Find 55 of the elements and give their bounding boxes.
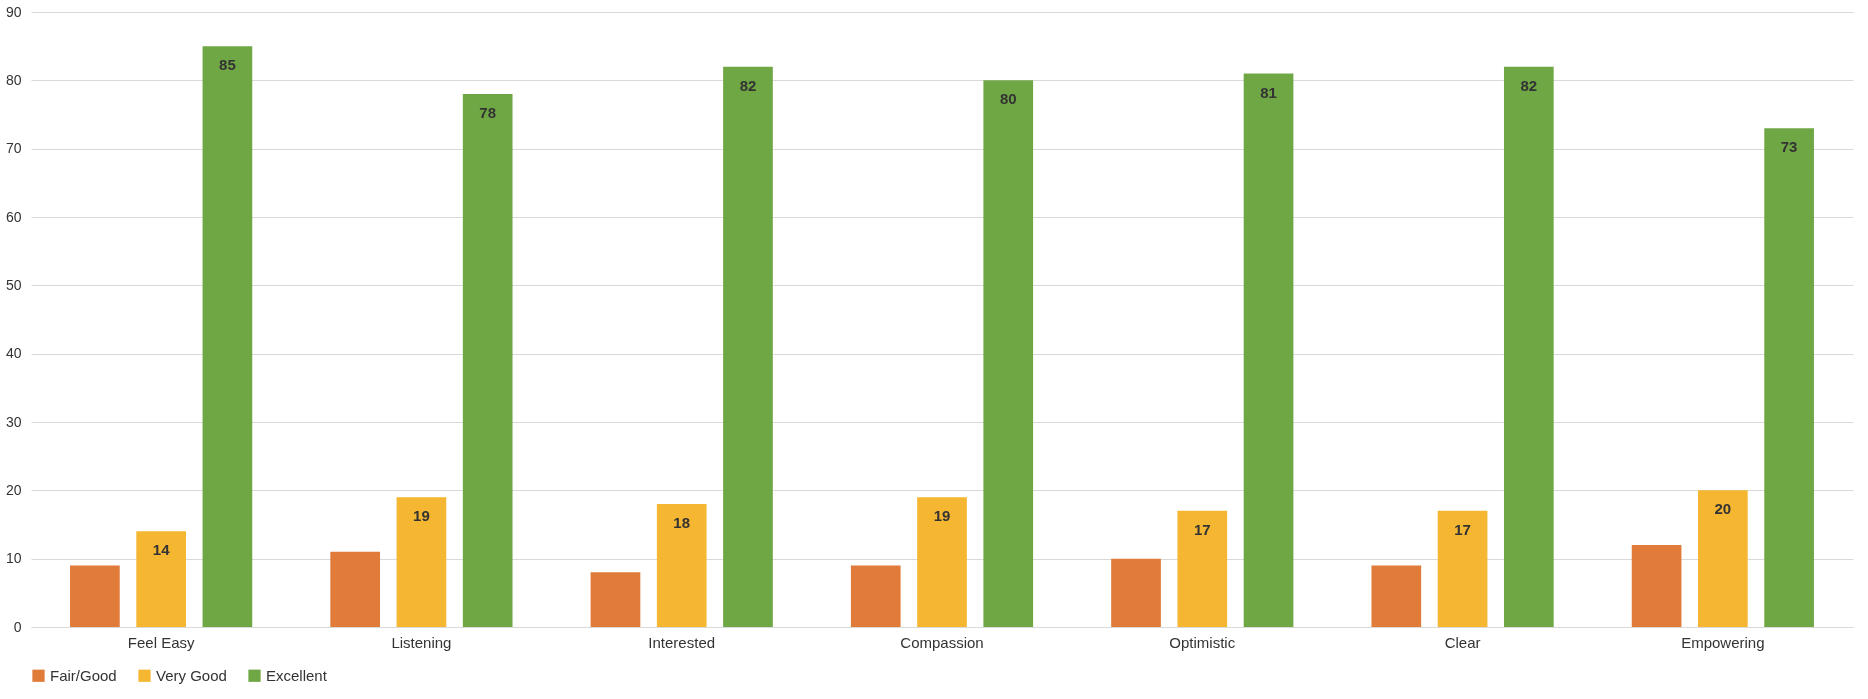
y-tick-label: 70 <box>5 140 22 157</box>
bar <box>1698 490 1748 627</box>
y-tick-label: 80 <box>5 71 22 88</box>
data-label: 18 <box>673 514 691 531</box>
bar <box>1631 545 1682 627</box>
x-tick-label: Clear <box>1444 633 1481 651</box>
data-label: 73 <box>1780 138 1798 156</box>
bar <box>462 94 513 627</box>
x-tick-label: Feel Easy <box>127 633 195 651</box>
y-tick-label: 90 <box>5 3 22 20</box>
y-tick-label: 30 <box>5 413 22 430</box>
y-tick-label: 50 <box>5 276 22 293</box>
data-label: 20 <box>1714 500 1732 518</box>
y-tick-label: 20 <box>5 481 22 498</box>
data-label: 80 <box>999 90 1017 108</box>
data-label: 14 <box>152 541 171 559</box>
bar <box>136 531 186 627</box>
legend-label: Excellent <box>266 666 328 684</box>
bar <box>330 551 381 627</box>
y-tick-label: 60 <box>5 208 22 225</box>
data-label: 85 <box>219 56 236 74</box>
bar <box>723 66 773 627</box>
bar <box>656 504 707 627</box>
bar <box>396 497 447 627</box>
data-label: 17 <box>1193 520 1211 538</box>
x-tick-label: Interested <box>648 633 716 651</box>
legend-label: Very Good <box>156 666 227 684</box>
bar <box>1177 510 1228 627</box>
bar <box>1111 558 1161 627</box>
data-label: 19 <box>933 507 951 525</box>
x-tick-label: Empowering <box>1681 633 1765 651</box>
bar <box>590 572 641 627</box>
y-tick-label: 10 <box>5 550 22 567</box>
bar <box>1243 73 1294 627</box>
x-tick-label: Optimistic <box>1169 633 1236 651</box>
data-label: 78 <box>479 104 497 121</box>
bar <box>1503 66 1554 627</box>
x-tick-label: Listening <box>391 633 452 651</box>
bar <box>1371 565 1422 627</box>
y-tick-label: 40 <box>5 345 22 362</box>
bar <box>70 565 120 627</box>
x-tick-label: Compassion <box>900 633 984 651</box>
data-label: 17 <box>1454 520 1471 538</box>
data-label: 82 <box>739 76 757 94</box>
data-label: 19 <box>413 507 430 525</box>
data-label: 82 <box>1520 76 1538 94</box>
bar <box>917 497 967 627</box>
bar <box>983 80 1034 627</box>
bar <box>1437 510 1488 627</box>
bar <box>202 46 253 627</box>
legend-label: Fair/Good <box>50 666 117 684</box>
bar <box>850 565 901 627</box>
y-tick-label: 0 <box>13 618 22 635</box>
bar <box>1764 128 1814 627</box>
data-label: 81 <box>1260 83 1277 101</box>
